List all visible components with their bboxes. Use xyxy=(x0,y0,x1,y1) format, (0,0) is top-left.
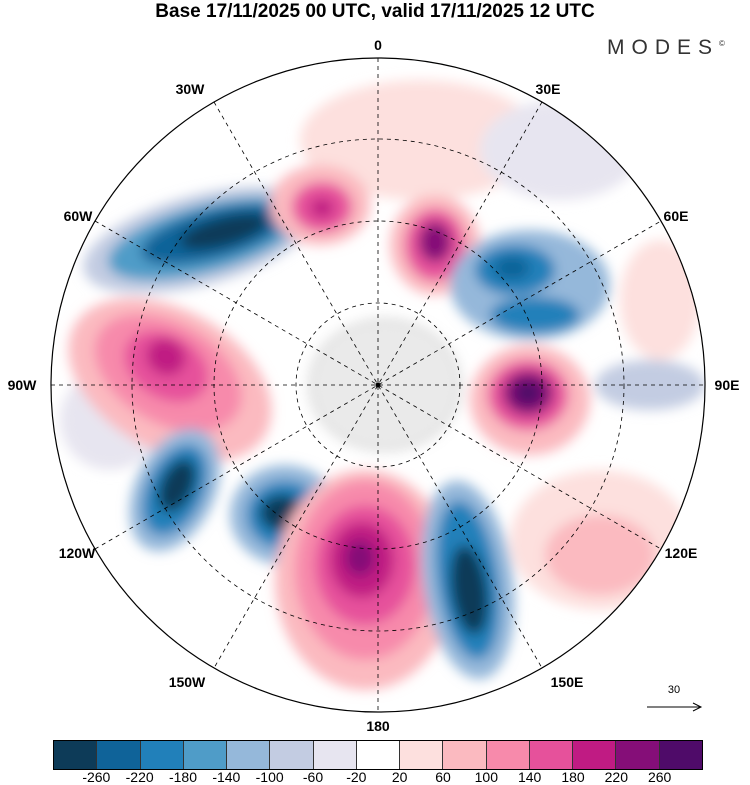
lon-label-150e: 150E xyxy=(551,674,584,690)
map-title: Base 17/11/2025 00 UTC, valid 17/11/2025… xyxy=(155,1,595,22)
lon-label-90w: 90W xyxy=(8,377,38,393)
lon-label-60e: 60E xyxy=(664,208,689,224)
colorbar-tick-label: -180 xyxy=(168,769,198,785)
modes-logo: MODES© xyxy=(607,36,725,60)
colorbar-tick-label: -20 xyxy=(346,769,367,785)
lon-label-120w: 120W xyxy=(59,545,96,561)
graticule xyxy=(51,58,705,712)
colorbar-tick-label: 20 xyxy=(391,769,408,785)
colorbar-swatch xyxy=(227,741,271,769)
reference-vector-label: 30 xyxy=(668,684,680,696)
colorbar-swatch xyxy=(443,741,487,769)
lon-label-90e: 90E xyxy=(715,377,740,393)
reference-vector: 30 xyxy=(647,684,703,712)
colorbar-swatch xyxy=(659,741,702,769)
colorbar-tick-label: 220 xyxy=(604,769,629,785)
colorbar-swatch xyxy=(313,741,357,769)
logo-mark: © xyxy=(719,39,725,48)
colorbar-swatch xyxy=(573,741,617,769)
lon-label-180: 180 xyxy=(366,718,390,734)
colorbar-tick-label: 100 xyxy=(474,769,499,785)
colorbar-tick-label: -260 xyxy=(82,769,111,785)
anomaly-blob xyxy=(595,360,705,410)
colorbar-swatch xyxy=(54,741,98,769)
colorbar-tick-label: 140 xyxy=(517,769,542,785)
colorbar-swatch xyxy=(140,741,184,769)
colorbar-tick-label: -60 xyxy=(302,769,324,785)
lon-label-120e: 120E xyxy=(665,545,698,561)
colorbar-swatch xyxy=(400,741,444,769)
colorbar-swatch xyxy=(97,741,141,769)
colorbar-tick-label: 180 xyxy=(561,769,585,785)
colorbar-tick-label: 260 xyxy=(647,769,672,785)
colorbar-swatch xyxy=(270,741,314,769)
colorbar-tick-label: -220 xyxy=(125,769,154,785)
logo-text: MODES xyxy=(607,36,720,59)
anomaly-blob xyxy=(300,80,540,200)
lon-label-30w: 30W xyxy=(176,81,206,97)
colorbar-tick-label: 60 xyxy=(435,769,451,785)
lon-label-150w: 150W xyxy=(169,674,206,690)
colorbar-ticks: -260 -220 -180 -140 -100 -60 -20 20 60 100 140 180 2… xyxy=(0,770,750,784)
colorbar-swatch xyxy=(183,741,228,769)
colorbar-tick-label: -100 xyxy=(255,769,284,785)
colorbar-swatch xyxy=(529,741,574,769)
colorbar-swatch xyxy=(616,741,660,769)
lon-label-30e: 30E xyxy=(536,81,561,97)
anomaly-blob xyxy=(480,100,640,200)
colorbar xyxy=(53,740,703,770)
anomaly-blob xyxy=(620,240,700,360)
map-boundary xyxy=(50,57,706,713)
anomaly-field xyxy=(51,58,705,712)
colorbar-swatch xyxy=(356,741,401,769)
lon-label-0: 0 xyxy=(374,37,382,53)
colorbar-swatch xyxy=(486,741,530,769)
colorbar-tick-label: -140 xyxy=(212,769,241,785)
lon-label-60w: 60W xyxy=(64,208,94,224)
